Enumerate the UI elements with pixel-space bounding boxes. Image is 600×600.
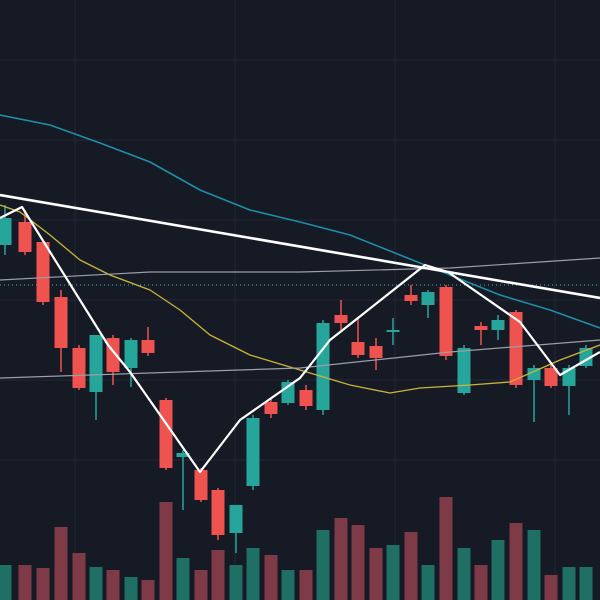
indicator-line: [0, 205, 600, 474]
candle-body: [18, 222, 32, 252]
volume-bar: [509, 523, 523, 600]
candle-body: [386, 330, 400, 332]
volume-bar: [54, 527, 68, 600]
candle-body: [439, 287, 453, 356]
candle-body: [527, 368, 541, 380]
volume-bar: [124, 577, 138, 600]
candle-body: [124, 340, 138, 368]
volume-bar: [299, 570, 313, 600]
volume-bar: [159, 502, 173, 600]
volume-bar: [474, 565, 488, 600]
candle-body: [194, 470, 208, 500]
candle-body: [509, 312, 523, 385]
volume-bar: [0, 565, 12, 600]
candle-body: [299, 390, 313, 406]
candle-body: [72, 348, 86, 388]
candle-body: [474, 326, 488, 330]
volume-bar: [439, 497, 453, 600]
volume-bar: [264, 555, 278, 600]
candle-body: [421, 292, 435, 305]
candle-body: [36, 242, 50, 302]
volume-bar: [334, 518, 348, 600]
candle-body: [544, 368, 558, 386]
volume-bar: [36, 568, 50, 600]
candle-body: [351, 342, 365, 355]
volume-bar: [89, 567, 103, 600]
volume-bar: [404, 532, 418, 600]
candle-body: [176, 453, 190, 457]
volume-bar: [316, 530, 330, 600]
candle-body: [246, 418, 260, 486]
candle-body: [89, 335, 103, 392]
indicator-line: [0, 257, 600, 281]
candle-body: [457, 348, 471, 393]
volume-bar: [72, 553, 86, 600]
volume-bar: [246, 548, 260, 600]
volume-bar: [491, 540, 505, 600]
volume-bar: [211, 550, 225, 600]
candle-body: [54, 297, 68, 348]
volume-bar: [281, 570, 295, 600]
candle-body: [281, 382, 295, 403]
candle-body: [0, 218, 12, 245]
volume-bar: [386, 545, 400, 600]
candle-body: [491, 320, 505, 330]
volume-bar: [194, 570, 208, 600]
volume-bar: [527, 530, 541, 600]
indicator-line: [0, 339, 600, 379]
volume-bar: [369, 548, 383, 600]
volume-bar: [141, 580, 155, 600]
volume-bar: [18, 565, 32, 600]
volume-bar: [421, 565, 435, 600]
candle-body: [264, 402, 278, 414]
candle-body: [159, 400, 173, 468]
indicator-line: [0, 204, 600, 394]
candle-body: [211, 490, 225, 535]
candle-body: [229, 505, 243, 533]
volume-bar: [457, 548, 471, 600]
candle-body: [404, 295, 418, 301]
candle-body: [141, 340, 155, 353]
candle-body: [334, 315, 348, 323]
volume-bar: [229, 565, 243, 600]
volume-bar: [176, 558, 190, 600]
candle-body: [369, 346, 383, 358]
volume-bar: [562, 567, 576, 600]
volume-bar: [544, 575, 558, 600]
volume-bar: [106, 570, 120, 600]
volume-bar: [579, 567, 593, 600]
indicator-line: [0, 193, 600, 300]
volume-bar: [351, 525, 365, 600]
indicator-line: [0, 114, 600, 329]
